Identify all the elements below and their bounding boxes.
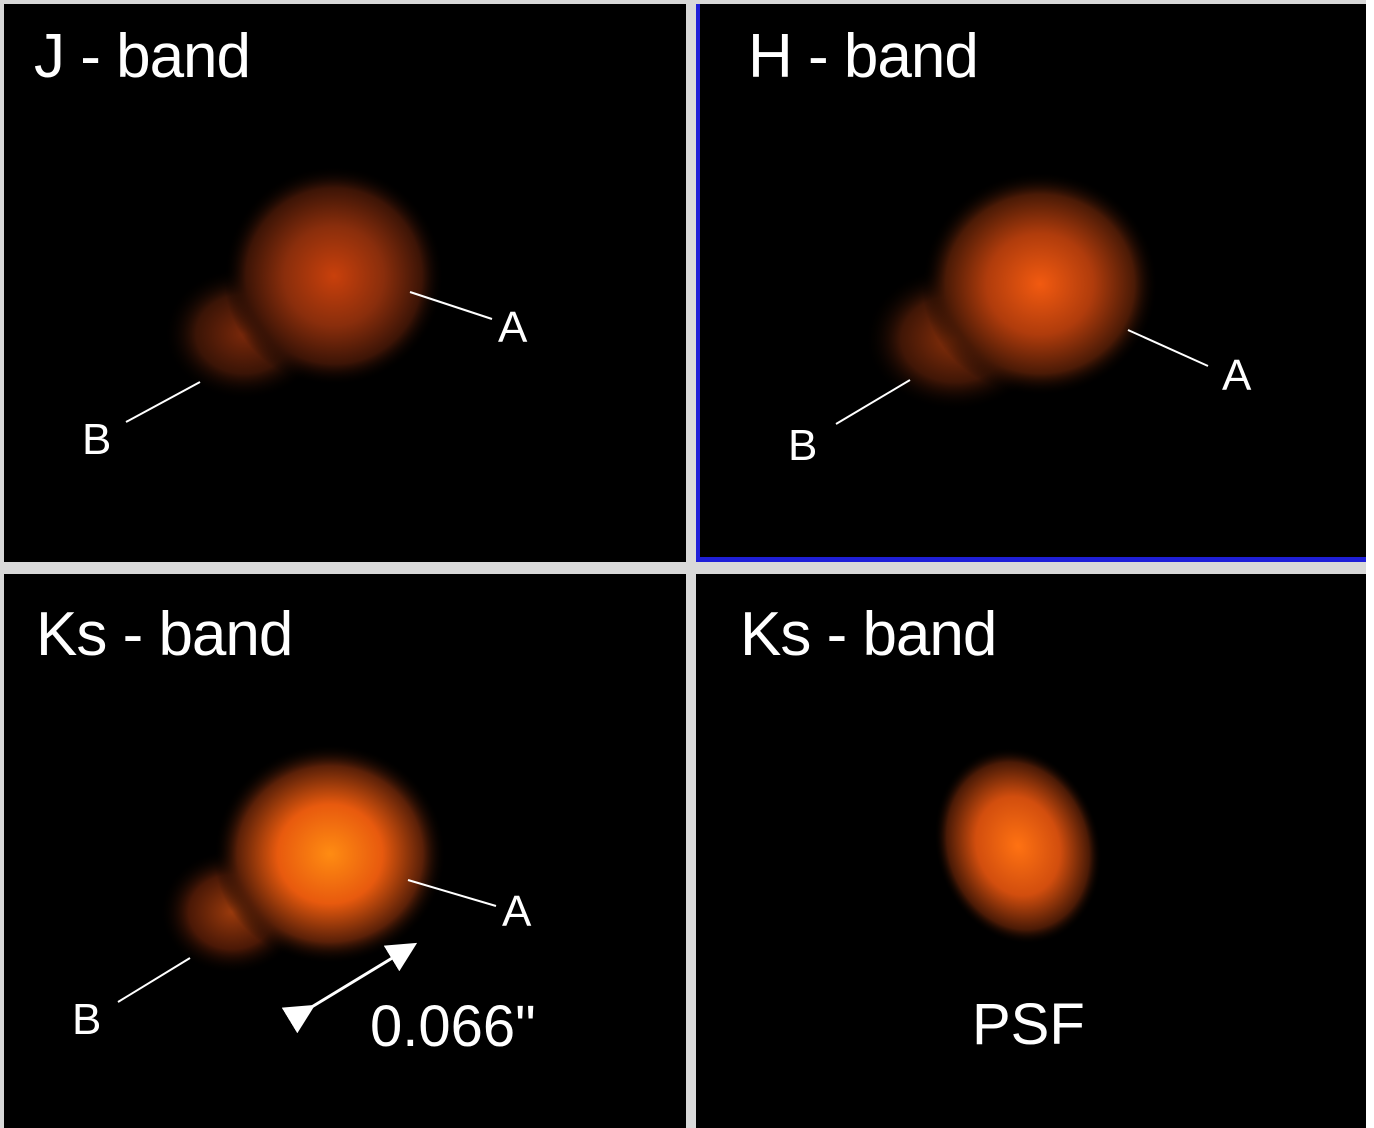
label-a: A — [502, 887, 532, 936]
source-a-blob — [214, 744, 446, 964]
pointer-line-a — [409, 291, 493, 320]
psf-image — [934, 747, 1102, 945]
label-a: A — [498, 303, 528, 352]
panel-title: Ks - band — [740, 600, 997, 669]
panel-h-band: H - band A B — [696, 4, 1366, 562]
source-a-blob — [922, 172, 1158, 396]
pointer-line-b — [835, 379, 911, 425]
pointer-line-a — [1127, 329, 1209, 367]
label-b: B — [72, 995, 102, 1044]
psf-blob — [934, 747, 1102, 945]
panel-j-band: J - band A B — [4, 4, 686, 562]
page-margin — [1366, 0, 1374, 1128]
panel-title: Ks - band — [36, 600, 293, 669]
separation-arrow — [281, 942, 418, 1034]
j-band-image — [125, 166, 493, 423]
label-a: A — [1222, 351, 1252, 400]
separation-label: 0.066" — [370, 994, 536, 1059]
panel-title: H - band — [748, 22, 979, 91]
label-b: B — [82, 415, 112, 464]
h-band-image — [835, 172, 1209, 425]
pointer-line-b — [117, 957, 191, 1003]
panel-ks-band: Ks - band A B 0.066" — [4, 574, 686, 1128]
label-b: B — [788, 421, 818, 470]
pointer-line-a — [407, 879, 497, 907]
pointer-line-b — [125, 381, 201, 423]
psf-caption: PSF — [972, 992, 1085, 1057]
panel-title: J - band — [34, 22, 251, 91]
ks-band-image — [117, 744, 497, 1034]
source-a-blob — [224, 166, 444, 386]
panel-psf: Ks - band PSF — [696, 574, 1366, 1128]
